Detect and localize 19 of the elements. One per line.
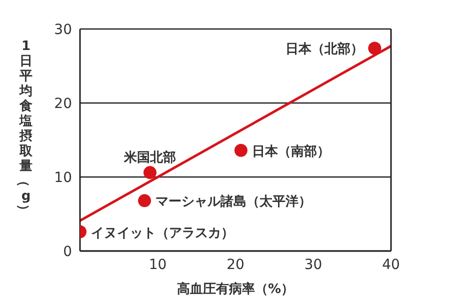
point	[143, 166, 156, 180]
annotation: 米国北部	[122, 150, 176, 166]
annotation: 日本（北部）	[286, 41, 364, 58]
x-tick-label: 30	[304, 256, 322, 273]
y-tick-label: 0	[63, 244, 72, 260]
point	[368, 42, 382, 55]
y-tick-label: 30	[54, 22, 72, 38]
y-tick-label: 20	[54, 96, 72, 112]
annotation: 日本（南部）	[252, 143, 330, 160]
x-tick-label: 40	[382, 256, 400, 273]
y-tick-label: 10	[54, 170, 72, 186]
x-tick-label: 10	[148, 256, 167, 273]
annotation: イヌイット（アラスカ）	[91, 226, 234, 241]
x-tick-label: 20	[226, 256, 244, 273]
text: 1日平均食塩摂取量（g）	[16, 39, 32, 217]
point	[138, 194, 152, 208]
point	[234, 144, 248, 157]
x-axis-title: 高血圧有病率（%）	[176, 281, 294, 297]
annotation: マーシャル諸島（太平洋）	[156, 194, 312, 210]
